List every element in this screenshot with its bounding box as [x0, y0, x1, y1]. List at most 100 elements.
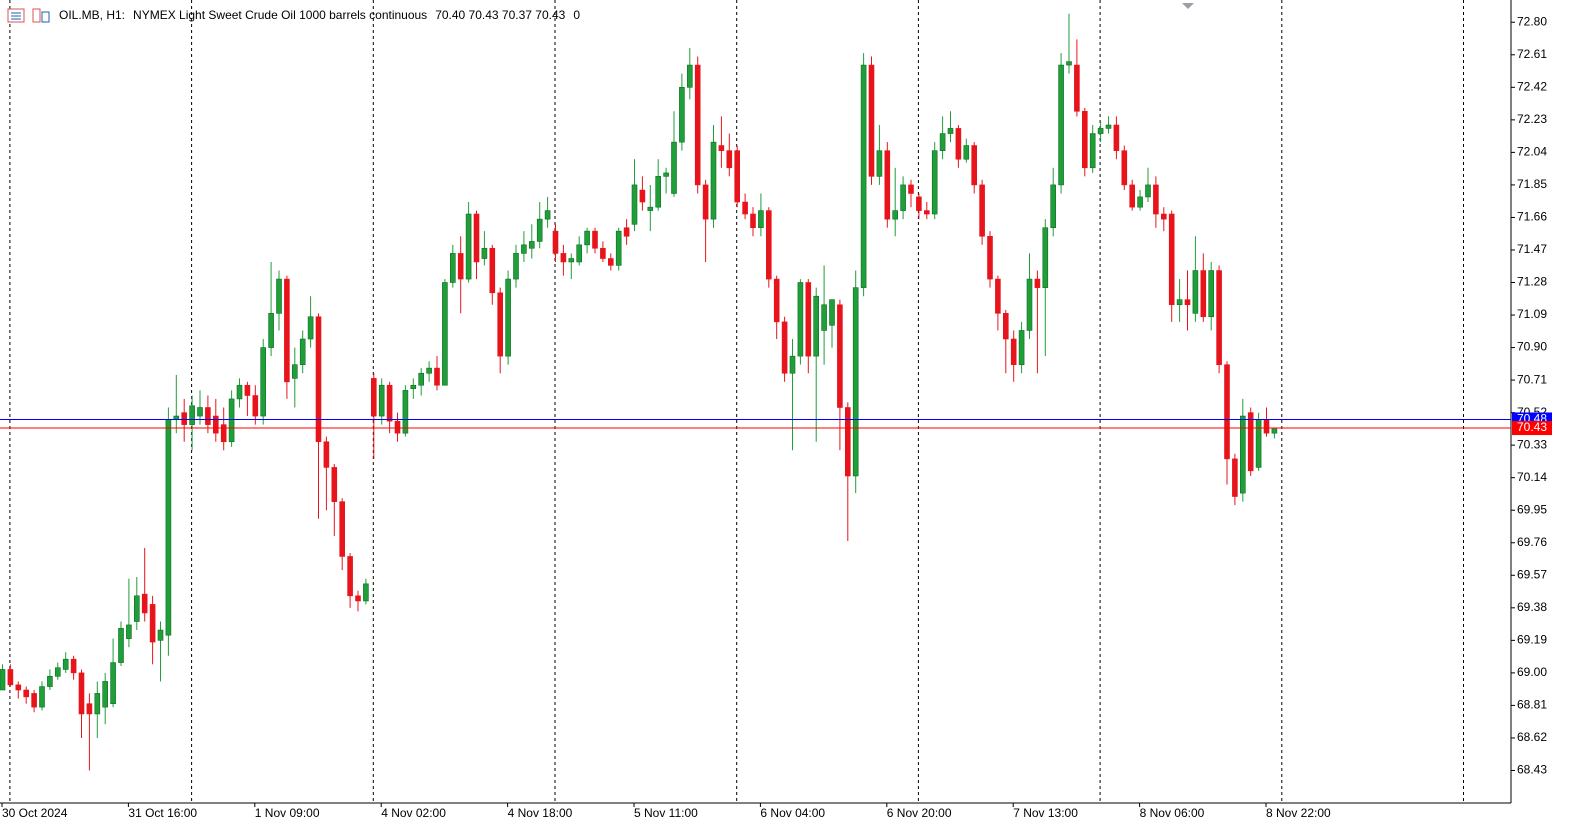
candle-body [726, 150, 733, 169]
icon-chart [41, 11, 50, 23]
candle-body [23, 689, 30, 698]
candle-body [679, 87, 685, 143]
candle-body [963, 145, 970, 160]
candle-body [647, 206, 654, 211]
candle-body [1263, 419, 1270, 434]
candle-body [299, 338, 306, 365]
y-tick-label: 70.71 [1517, 372, 1547, 386]
candle-body [1042, 227, 1049, 288]
candle-body [789, 355, 796, 374]
candle-body [1200, 270, 1207, 318]
candle-body [0, 669, 6, 691]
shift-marker[interactable] [1182, 3, 1194, 9]
candle-body [54, 667, 61, 677]
candle-body [979, 184, 985, 237]
y-tick-label: 71.85 [1517, 177, 1547, 191]
candle-body [837, 304, 843, 408]
y-tick-label: 72.80 [1517, 14, 1547, 28]
candle-body [39, 686, 45, 708]
candle-body [916, 196, 922, 211]
candle-body [497, 292, 504, 357]
candle-body [1097, 128, 1104, 134]
candle-body [544, 210, 551, 220]
candle-body [378, 384, 385, 417]
candle-body [868, 64, 875, 177]
candle-body [1161, 213, 1167, 220]
candle-body [1058, 64, 1064, 186]
volume: 0 [573, 8, 580, 22]
y-tick-label: 71.66 [1517, 210, 1547, 224]
candle-body [939, 133, 946, 151]
candle-body [457, 253, 464, 280]
toolbar-icons [7, 8, 50, 23]
candle-body [592, 230, 598, 249]
candle-body [1066, 61, 1072, 66]
candle-body [623, 227, 630, 237]
candle-body [987, 235, 993, 280]
candle-body [134, 595, 140, 622]
candle-body [386, 384, 393, 422]
candle-body [110, 662, 116, 704]
candle-body [102, 681, 108, 708]
candle-body [1089, 133, 1096, 169]
candle-body [465, 213, 472, 280]
candle-body [631, 184, 638, 225]
candle-body [1074, 64, 1080, 112]
x-tick-label: 4 Nov 18:00 [508, 806, 573, 820]
candle-body [1184, 299, 1191, 306]
candle-body [1137, 196, 1143, 208]
y-tick-label: 70.90 [1517, 340, 1547, 354]
candle-body [1240, 415, 1246, 494]
candle-body [173, 415, 180, 420]
candle-body [181, 412, 187, 425]
y-tick-label: 72.42 [1517, 79, 1547, 93]
candle-body [47, 676, 53, 687]
candle-body [126, 624, 132, 639]
icon-chart[interactable] [32, 8, 41, 23]
candle-body [244, 384, 251, 396]
candle-body [355, 595, 361, 602]
candle-body [331, 467, 338, 502]
candle-body [813, 295, 820, 357]
candle-body [339, 501, 346, 557]
y-tick-label: 72.04 [1517, 145, 1547, 159]
candle-body [568, 258, 575, 263]
y-tick-label: 72.23 [1517, 112, 1547, 126]
candle-body [615, 230, 622, 266]
candle-body [560, 253, 567, 263]
candle-body [418, 372, 425, 386]
price-label-box [1512, 421, 1552, 436]
candle-body [694, 64, 701, 186]
candle-body [797, 282, 804, 357]
x-tick-label: 8 Nov 22:00 [1266, 806, 1331, 820]
candle-body [971, 145, 978, 186]
candle-body [1121, 150, 1128, 186]
candle-body [236, 384, 243, 400]
price-label: 70.43 [1517, 420, 1547, 434]
y-tick-label: 69.57 [1517, 567, 1547, 581]
candle-body [347, 556, 353, 597]
candle-body [402, 390, 409, 434]
y-tick-label: 68.81 [1517, 698, 1547, 712]
candle-body [7, 669, 14, 686]
description: NYMEX Light Sweet Crude Oil 1000 barrels… [133, 8, 427, 22]
candle-body [844, 407, 851, 477]
candle-body [1105, 124, 1112, 129]
candle-body [876, 150, 883, 177]
y-tick-label: 68.62 [1517, 730, 1547, 744]
candle-body [315, 316, 322, 443]
candle-body [1129, 184, 1135, 208]
candle-body [947, 128, 954, 134]
candle-body [78, 672, 85, 715]
candle-body [821, 304, 827, 331]
candle-body [118, 628, 124, 663]
candle-body [513, 253, 519, 280]
candle-body [1271, 427, 1278, 434]
candle-body [773, 278, 780, 323]
candle-body [1232, 458, 1238, 497]
y-tick-label: 71.09 [1517, 307, 1547, 321]
candle-body [781, 321, 788, 374]
candle-body [908, 184, 914, 194]
candle-body [410, 384, 417, 389]
